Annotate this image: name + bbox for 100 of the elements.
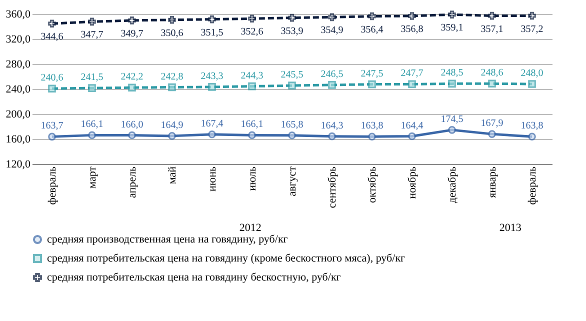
x-tick-label: декабрь	[446, 166, 458, 204]
data-label: 347,7	[80, 30, 104, 41]
data-label: 247,7	[400, 68, 424, 80]
data-label: 248,6	[480, 68, 504, 79]
data-label: 356,8	[400, 24, 424, 35]
y-tick-label: 200,0	[6, 108, 31, 120]
data-label: 349,7	[120, 28, 144, 40]
x-tick-label: февраль	[46, 166, 58, 205]
point	[248, 82, 256, 90]
y-tick-label: 320,0	[6, 34, 31, 46]
point	[328, 81, 336, 89]
data-label: 164,3	[320, 120, 344, 132]
point	[128, 84, 136, 92]
point	[448, 10, 456, 18]
data-label: 163,7	[40, 120, 64, 132]
y-tick-label: 280,0	[6, 58, 31, 70]
data-label: 166,0	[120, 119, 144, 130]
x-tick-label: май	[166, 166, 178, 184]
point	[248, 131, 256, 140]
data-label: 245,5	[280, 70, 304, 81]
point	[208, 130, 216, 138]
x-tick-label: июль	[246, 166, 258, 191]
y-tick-label: 240,0	[6, 84, 31, 96]
x-tick-label: январь	[486, 166, 498, 198]
data-label: 359,1	[440, 22, 464, 34]
y-tick-label: 360,0	[6, 8, 31, 20]
data-label: 163,8	[520, 120, 544, 132]
point	[88, 131, 96, 140]
point	[408, 12, 416, 20]
x-tick-label: июнь	[206, 166, 218, 192]
point	[48, 20, 56, 28]
data-label: 344,6	[40, 32, 64, 43]
point	[88, 84, 96, 92]
point	[208, 15, 216, 24]
point	[248, 14, 256, 23]
data-label: 243,3	[200, 70, 224, 82]
point	[368, 80, 376, 88]
point	[128, 131, 136, 140]
text: 2012	[239, 222, 262, 234]
data-label: 247,5	[360, 68, 384, 80]
point	[288, 82, 296, 90]
point	[408, 132, 416, 140]
point	[528, 80, 536, 88]
data-label: 357,2	[520, 24, 544, 35]
data-label: 246,5	[320, 68, 344, 80]
point	[328, 13, 336, 22]
data-label: 240,6	[40, 72, 64, 84]
point	[208, 83, 216, 91]
point	[448, 126, 456, 134]
data-label: 166,1	[240, 119, 264, 130]
x-tick-label: август	[286, 166, 298, 196]
text: 2013	[499, 222, 522, 234]
data-label: 163,8	[360, 120, 384, 132]
data-label: 164,9	[160, 120, 184, 131]
point	[528, 132, 536, 141]
point	[288, 14, 296, 22]
point	[168, 83, 176, 92]
legend-label: средняя потребительская цена на говядину бескостную, руб/кг	[47, 272, 342, 284]
x-tick-label: сентябрь	[326, 166, 338, 208]
data-label: 241,5	[80, 72, 104, 84]
x-tick-label: март	[86, 166, 98, 188]
data-label: 357,1	[480, 24, 504, 35]
point	[48, 84, 56, 93]
x-tick-label: февраль	[526, 166, 538, 205]
data-label: 354,9	[320, 25, 344, 36]
y-tick-label: 120,0	[6, 158, 31, 170]
point	[48, 132, 56, 141]
x-tick-label: апрель	[126, 166, 138, 198]
point	[368, 132, 376, 141]
point	[168, 16, 176, 24]
point	[288, 131, 296, 140]
data-label: 167,4	[200, 118, 224, 130]
point	[448, 80, 456, 88]
data-label: 165,8	[280, 119, 304, 130]
x-tick-label: октябрь	[366, 166, 378, 204]
data-label: 242,8	[160, 71, 184, 82]
data-label: 242,2	[120, 72, 144, 83]
data-label: 353,9	[280, 26, 304, 37]
point	[88, 18, 96, 26]
data-label: 248,5	[440, 68, 464, 79]
point	[328, 132, 336, 140]
data-label: 248,0	[520, 68, 544, 79]
legend-label: средняя потребительская цена на говядину (кроме бескостного мяса), руб/кг	[47, 252, 406, 264]
data-label: 351,5	[200, 27, 224, 38]
data-label: 350,6	[160, 28, 184, 39]
y-tick-label: 160,0	[6, 134, 31, 146]
point	[168, 132, 176, 140]
point	[528, 12, 536, 20]
x-tick-label: ноябрь	[406, 166, 418, 199]
point	[488, 130, 496, 138]
point	[368, 12, 376, 20]
point	[408, 80, 416, 88]
data-label: 352,6	[240, 26, 264, 38]
data-label: 166,1	[80, 119, 104, 130]
point	[488, 12, 496, 20]
data-label: 244,3	[240, 70, 264, 82]
point	[128, 16, 136, 24]
point	[488, 80, 496, 88]
data-label: 174,5	[440, 114, 464, 125]
data-label: 164,4	[400, 120, 424, 132]
